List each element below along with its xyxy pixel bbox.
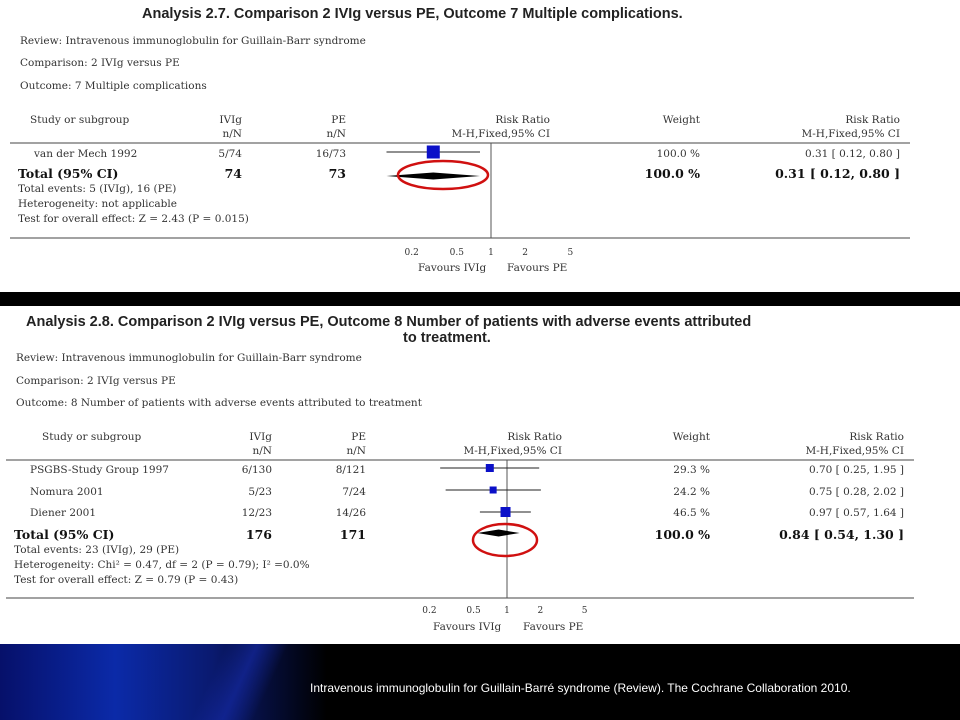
header-group1: IVIg [219,114,242,126]
study-group1: 5/23 [248,486,272,498]
study-ci: 0.75 [ 0.28, 2.02 ] [808,486,904,498]
chart-title: Analysis 2.7. Comparison 2 IVIg versus P… [142,6,683,22]
total-group2: 73 [328,166,346,181]
chart-title-line2: to treatment. [403,330,491,346]
header-group2: PE [351,431,366,443]
study-name: PSGBS-Study Group 1997 [30,464,169,476]
forest-plot-graphic: 0.2 0.5 1 2 5 [10,142,910,258]
header-group1: IVIg [249,431,272,443]
study-weight: 29.3 % [673,464,710,476]
forest-plot-analysis-2-7: Analysis 2.7. Comparison 2 IVIg versus P… [0,0,960,292]
header-effect: Risk Ratio [495,114,550,126]
total-weight: 100.0 % [644,166,700,181]
tick-label: 1 [488,248,494,258]
highlight-ellipse [396,159,490,191]
footer-band: Intravenous immunoglobulin for Guillain-… [0,644,960,720]
study-group2: 8/121 [335,464,366,476]
study-marker [485,464,494,472]
total-label: Total (95% CI) [18,166,119,181]
tick-label: 0.2 [405,248,419,258]
review-line: Review: Intravenous immunoglobulin for G… [20,35,366,47]
total-label: Total (95% CI) [14,527,115,542]
favours-right: Favours PE [523,621,584,633]
header-group2-sub: n/N [346,445,367,457]
study-ci: 0.97 [ 0.57, 1.64 ] [808,507,904,519]
tick-label: 1 [504,606,510,616]
header-effect2: Risk Ratio [845,114,900,126]
study-marker [489,486,497,494]
total-ci: 0.84 [ 0.54, 1.30 ] [779,527,904,542]
study-group1: 5/74 [218,148,242,160]
note-heterogeneity: Heterogeneity: Chi² = 0.47, df = 2 (P = … [14,559,310,571]
tick-label: 5 [582,606,588,616]
header-group2: PE [331,114,346,126]
study-marker [500,507,511,517]
tick-label: 2 [522,248,528,258]
header-effect2-sub: M-H,Fixed,95% CI [801,128,901,140]
favours-right: Favours PE [507,262,568,274]
study-group2: 14/26 [335,507,366,519]
note-total-events: Total events: 5 (IVIg), 16 (PE) [18,183,177,195]
chart-title-line1: Analysis 2.8. Comparison 2 IVIg versus P… [26,314,752,330]
note-overall-effect: Test for overall effect: Z = 2.43 (P = 0… [18,213,249,225]
header-group2-sub: n/N [326,128,347,140]
study-group2: 16/73 [315,148,346,160]
decorative-streak [180,644,300,720]
note-overall-effect: Test for overall effect: Z = 0.79 (P = 0… [14,574,239,586]
study-ci: 0.70 [ 0.25, 1.95 ] [808,464,904,476]
total-diamond [477,529,520,537]
header-effect2-sub: M-H,Fixed,95% CI [805,445,905,457]
comparison-line: Comparison: 2 IVIg versus PE [20,57,180,69]
note-heterogeneity: Heterogeneity: not applicable [18,198,177,210]
total-group1: 176 [245,527,272,542]
study-group1: 6/130 [241,464,272,476]
total-group1: 74 [224,166,242,181]
study-weight: 24.2 % [673,486,710,498]
study-marker [426,145,440,159]
tick-label: 5 [567,248,573,258]
study-weight: 100.0 % [656,148,700,160]
favours-left: Favours IVIg [418,262,487,274]
tick-label: 0.5 [466,606,481,616]
favours-left: Favours IVIg [433,621,502,633]
header-effect2: Risk Ratio [849,431,904,443]
header-effect-sub: M-H,Fixed,95% CI [451,128,551,140]
study-name: van der Mech 1992 [34,148,138,160]
outcome-line: Outcome: 7 Multiple complications [20,80,207,92]
study-name: Nomura 2001 [30,486,104,498]
study-weight: 46.5 % [673,507,710,519]
forest-plot-graphic: 0.2 0.5 1 2 5 [6,459,914,616]
comparison-line: Comparison: 2 IVIg versus PE [16,375,176,387]
header-group1-sub: n/N [252,445,273,457]
header-effect-sub: M-H,Fixed,95% CI [463,445,563,457]
total-diamond [386,172,481,180]
total-ci: 0.31 [ 0.12, 0.80 ] [775,166,900,181]
header-weight: Weight [662,114,700,126]
tick-label: 2 [538,606,544,616]
header-effect: Risk Ratio [507,431,562,443]
tick-label: 0.2 [422,606,436,616]
tick-label: 0.5 [450,248,465,258]
header-study: Study or subgroup [42,431,142,443]
study-name: Diener 2001 [30,507,97,519]
note-total-events: Total events: 23 (IVIg), 29 (PE) [14,544,180,556]
total-weight: 100.0 % [654,527,710,542]
outcome-line: Outcome: 8 Number of patients with adver… [16,397,422,409]
header-group1-sub: n/N [222,128,243,140]
study-group2: 7/24 [342,486,366,498]
review-line: Review: Intravenous immunoglobulin for G… [16,352,362,364]
header-study: Study or subgroup [30,114,130,126]
study-group1: 12/23 [241,507,272,519]
citation-text: Intravenous immunoglobulin for Guillain-… [310,681,851,695]
forest-plot-analysis-2-8: Analysis 2.8. Comparison 2 IVIg versus P… [0,306,960,644]
highlight-ellipse [471,522,539,558]
study-ci: 0.31 [ 0.12, 0.80 ] [804,148,900,160]
header-weight: Weight [672,431,710,443]
total-group2: 171 [339,527,366,542]
